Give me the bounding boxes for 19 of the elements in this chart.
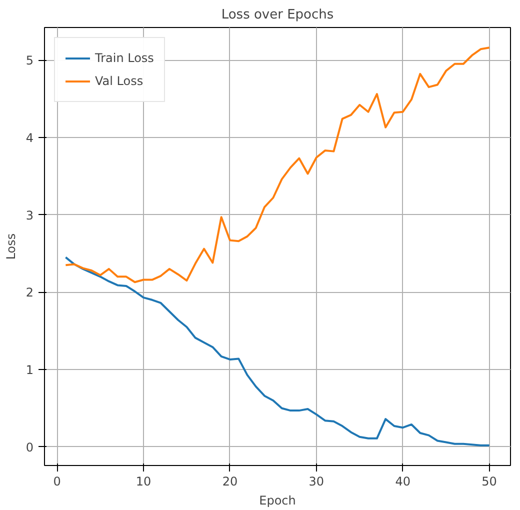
- x-tick-label: 40: [395, 474, 411, 488]
- x-tick-label: 20: [222, 474, 238, 488]
- x-tick-label: 0: [53, 474, 61, 488]
- x-axis-title: Epoch: [259, 494, 296, 508]
- y-tick-label: 1: [26, 363, 34, 378]
- chart-title: Loss over Epochs: [221, 8, 334, 22]
- legend-label: Val Loss: [95, 74, 144, 88]
- y-tick-label: 5: [26, 54, 34, 68]
- y-tick-label: 3: [26, 208, 34, 222]
- y-tick-label: 4: [26, 130, 34, 145]
- x-tick-label: 30: [308, 474, 324, 488]
- x-tick-label: 50: [482, 474, 497, 488]
- y-axis-title: Loss: [4, 233, 18, 260]
- line-series: [64, 256, 490, 446]
- y-tick-label: 0: [26, 440, 34, 454]
- line-series: [64, 46, 490, 284]
- y-tick-label: 2: [26, 286, 34, 300]
- legend-label: Train Loss: [95, 51, 154, 65]
- x-tick-label: 10: [136, 474, 152, 488]
